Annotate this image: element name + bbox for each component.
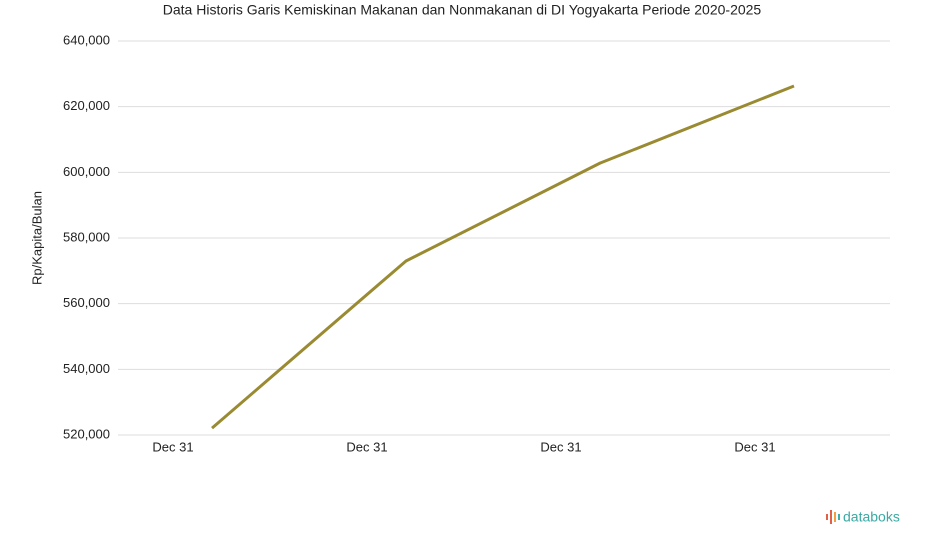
x-tick-label: Dec 31: [734, 439, 775, 454]
x-tick-label: Dec 31: [346, 439, 387, 454]
brand-logo: [826, 510, 840, 524]
x-tick-label: Dec 31: [540, 439, 581, 454]
brand-name: databoks: [843, 509, 900, 525]
y-tick-label: 640,000: [63, 32, 110, 47]
y-tick-label: 560,000: [63, 295, 110, 310]
y-tick-label: 620,000: [63, 98, 110, 113]
x-tick-label: Dec 31: [152, 439, 193, 454]
y-tick-label: 600,000: [63, 164, 110, 179]
y-tick-label: 540,000: [63, 361, 110, 376]
line: [211, 84, 795, 430]
y-tick-label: 520,000: [63, 426, 110, 441]
y-axis-label: Rp/Kapita/Bulan: [29, 191, 44, 285]
y-tick-label: 580,000: [63, 229, 110, 244]
chart-title: Data Historis Garis Kemiskinan Makanan d…: [163, 2, 762, 18]
